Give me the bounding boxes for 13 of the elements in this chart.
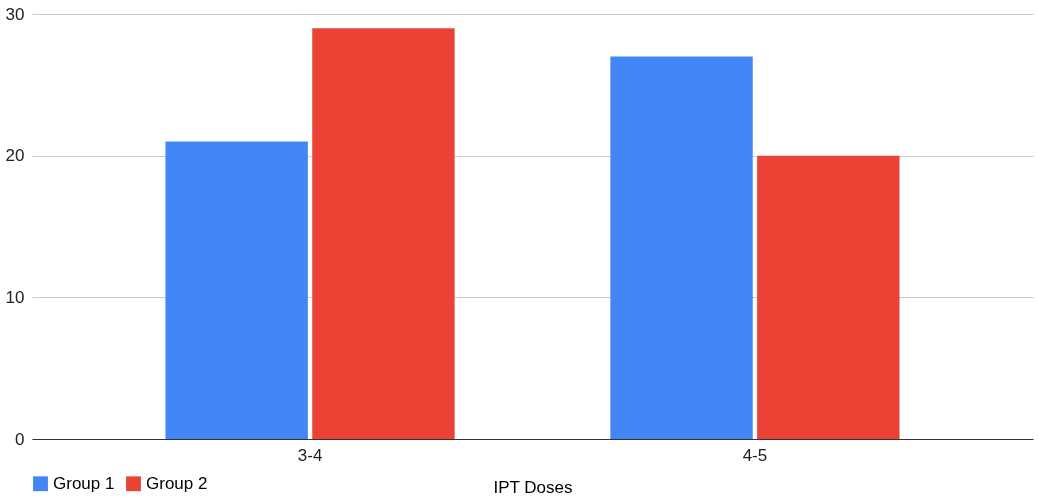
bar [610,56,753,439]
x-tick-label: 3-4 [297,445,323,465]
y-tick-label: 30 [5,4,25,24]
bar [165,141,308,439]
y-tick-label: 0 [15,429,25,449]
bar [312,28,455,439]
x-tick-label: 4-5 [742,445,768,465]
legend-label: Group 2 [146,473,208,493]
legend-label: Group 1 [53,473,115,493]
y-tick-label: 10 [5,287,25,307]
x-axis-title: IPT Doses [493,477,573,497]
y-tick-label: 20 [5,146,25,166]
bar [757,155,900,439]
